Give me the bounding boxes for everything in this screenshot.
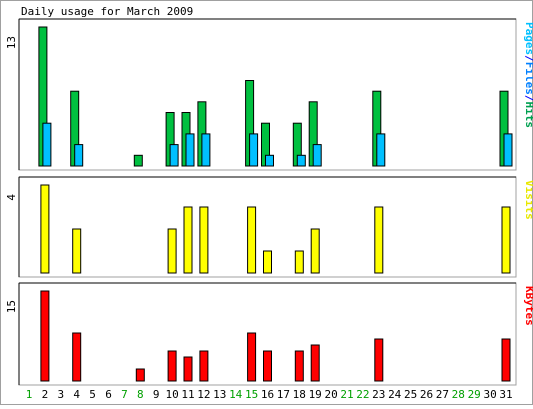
x-tick-label: 13 <box>213 388 226 401</box>
bar-kbytes <box>167 350 177 382</box>
bar-files <box>169 144 179 167</box>
bar-hits <box>133 154 143 167</box>
bar-kbytes <box>135 368 145 382</box>
bar-visits <box>310 228 320 274</box>
bar-files <box>376 133 386 167</box>
legend-kbytes: KBytes <box>523 286 533 326</box>
legend-entry: Visits <box>523 180 533 220</box>
bar-visits <box>501 206 511 274</box>
x-tick-label: 24 <box>388 388 402 401</box>
bar-visits <box>247 206 257 274</box>
x-tick-label: 8 <box>137 388 144 401</box>
x-tick-label: 14 <box>229 388 243 401</box>
legend-entry: Hits <box>523 102 533 129</box>
panel-kbytes: 15 KBytes <box>5 282 533 386</box>
x-tick-label: 3 <box>57 388 64 401</box>
legend-entry: KBytes <box>523 286 533 326</box>
legend-pages-files-hits: Pages/Files/Hits <box>523 22 533 128</box>
x-tick-label: 7 <box>121 388 128 401</box>
x-tick-label: 16 <box>261 388 274 401</box>
panel-visits: 4 Visits <box>5 176 533 278</box>
bar-kbytes <box>294 350 304 382</box>
x-tick-label: 29 <box>468 388 481 401</box>
bar-kbytes <box>72 332 82 382</box>
x-tick-label: 12 <box>197 388 210 401</box>
x-tick-label: 4 <box>73 388 80 401</box>
legend-entry: / <box>523 95 533 102</box>
x-tick-label: 25 <box>404 388 417 401</box>
bar-files <box>42 122 52 167</box>
bar-kbytes <box>40 290 50 382</box>
x-tick-label: 6 <box>105 388 112 401</box>
x-tick-label: 5 <box>89 388 96 401</box>
bar-kbytes <box>310 344 320 382</box>
bar-files <box>201 133 211 167</box>
x-tick-label: 1 <box>26 388 33 401</box>
x-tick-label: 9 <box>153 388 160 401</box>
bar-files <box>296 154 306 167</box>
bar-kbytes <box>199 350 209 382</box>
bar-kbytes <box>374 338 384 382</box>
bar-files <box>312 144 322 167</box>
x-tick-label: 31 <box>499 388 512 401</box>
x-tick-label: 11 <box>181 388 194 401</box>
x-tick-label: 18 <box>293 388 306 401</box>
x-tick-label: 19 <box>309 388 322 401</box>
bar-visits <box>167 228 177 274</box>
x-tick-label: 27 <box>436 388 449 401</box>
x-tick-label: 28 <box>452 388 465 401</box>
bar-visits <box>199 206 209 274</box>
bar-kbytes <box>183 356 193 382</box>
y-max-label: 4 <box>5 194 18 201</box>
x-tick-label: 17 <box>277 388 290 401</box>
x-tick-label: 2 <box>42 388 49 401</box>
bar-visits <box>263 250 272 274</box>
x-tick-label: 30 <box>483 388 496 401</box>
x-tick-label: 10 <box>165 388 178 401</box>
chart-title: Daily usage for March 2009 <box>21 5 193 18</box>
bar-kbytes <box>501 338 511 382</box>
x-tick-label: 20 <box>324 388 337 401</box>
x-tick-label: 26 <box>420 388 433 401</box>
bar-visits <box>374 206 384 274</box>
legend-entry: Files <box>523 62 533 95</box>
x-tick-label: 22 <box>356 388 369 401</box>
y-max-label: 13 <box>5 36 18 49</box>
bar-kbytes <box>263 350 272 382</box>
legend-entry: / <box>523 55 533 62</box>
x-tick-label: 21 <box>340 388 353 401</box>
legend-entry: Pages <box>523 22 533 55</box>
bar-kbytes <box>247 332 257 382</box>
bar-visits <box>40 184 50 274</box>
bar-files <box>265 154 274 167</box>
x-tick-label: 23 <box>372 388 385 401</box>
x-axis-labels: 1 2 3 4 5 6 7 8 9 10 11 12 13 14 15 16 17 18 19 20 21 22 23 24 2… <box>26 388 513 401</box>
bar-visits <box>294 250 304 274</box>
bar-files <box>185 133 195 167</box>
bar-files <box>503 133 513 167</box>
legend-visits: Visits <box>523 180 533 220</box>
y-max-label: 15 <box>5 300 18 313</box>
x-tick-label: 15 <box>245 388 258 401</box>
bar-visits <box>72 228 82 274</box>
bar-visits <box>183 206 193 274</box>
bar-files <box>249 133 259 167</box>
bar-files <box>74 144 84 167</box>
